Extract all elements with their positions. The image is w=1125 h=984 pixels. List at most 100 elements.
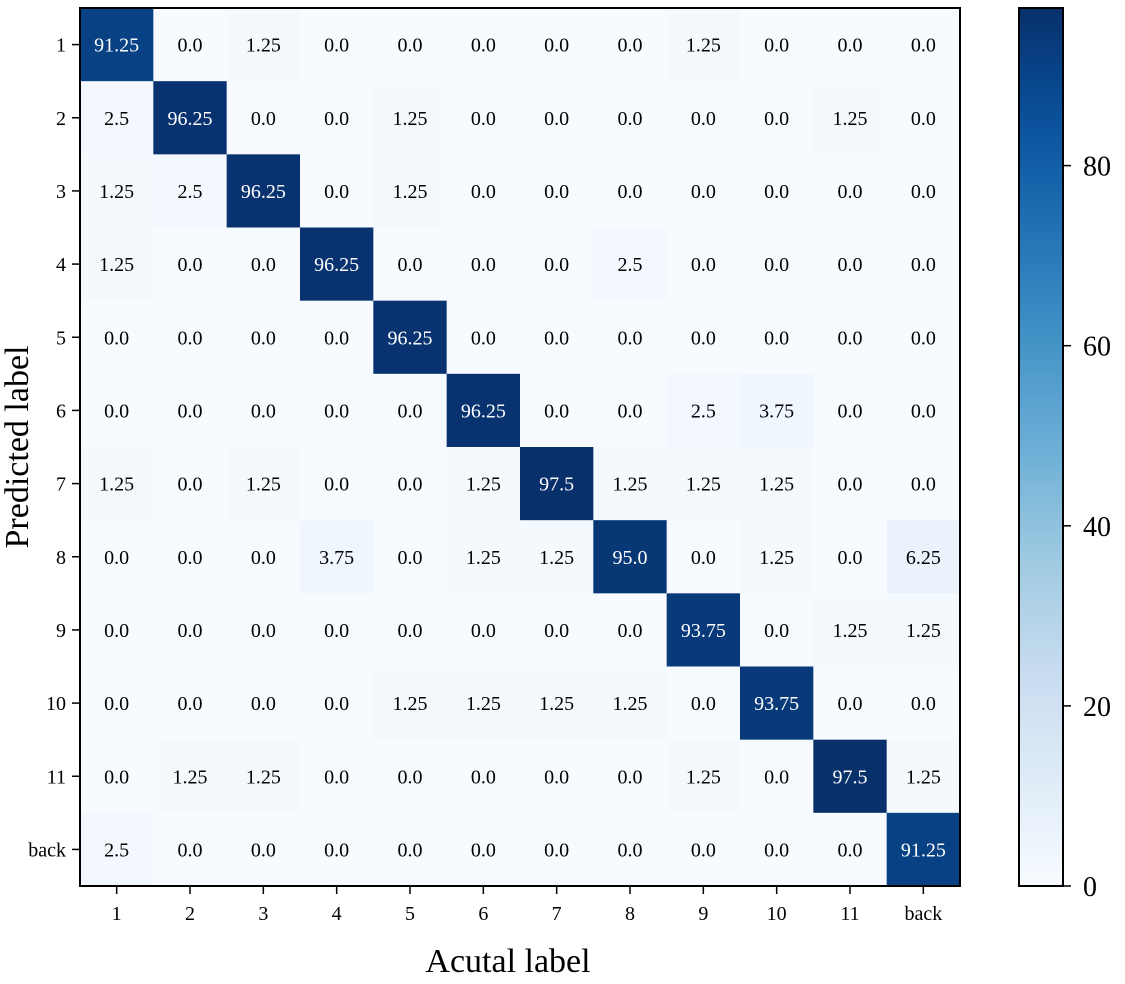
heatmap-cell (740, 154, 814, 229)
cell-value-label: 0.0 (911, 181, 936, 203)
heatmap-cell (80, 8, 154, 82)
heatmap-cell (666, 300, 741, 375)
cell-value-label: 0.0 (764, 254, 789, 276)
heatmap-cell (80, 227, 154, 302)
heatmap-cell (520, 227, 594, 302)
y-tick-label: 11 (47, 766, 66, 788)
cell-value-label: 0.0 (544, 766, 569, 788)
cell-value-label: 96.25 (314, 254, 359, 276)
heatmap-cell (740, 666, 814, 741)
y-tick-label: 7 (56, 474, 66, 496)
cell-value-label: 0.0 (324, 766, 349, 788)
heatmap-cell (666, 812, 741, 887)
heatmap-cell (373, 593, 448, 668)
cell-value-label: 0.0 (838, 327, 863, 349)
cell-value-label: 0.0 (911, 254, 936, 276)
cell-value-label: 0.0 (838, 693, 863, 715)
cell-value-label: 0.0 (324, 620, 349, 642)
heatmap-cell (373, 520, 448, 594)
cell-value-label: 0.0 (618, 108, 643, 130)
x-tick-label: 4 (332, 903, 342, 925)
heatmap-cell (373, 666, 448, 741)
cell-value-label: 0.0 (324, 400, 349, 422)
heatmap-cell (886, 8, 961, 82)
heatmap-cell (886, 227, 961, 302)
heatmap-cell (520, 666, 594, 741)
cell-value-label: 91.25 (901, 839, 946, 861)
cell-value-label: 0.0 (544, 400, 569, 422)
cell-value-label: 0.0 (398, 400, 423, 422)
cell-value-label: 1.25 (246, 35, 281, 57)
heatmap-cell (520, 154, 594, 229)
heatmap-cell (80, 739, 154, 814)
cell-value-label: 1.25 (759, 474, 794, 496)
heatmap-cell (226, 81, 301, 155)
cell-value-label: 0.0 (398, 766, 423, 788)
cell-value-label: 0.0 (838, 181, 863, 203)
heatmap-cell (153, 447, 228, 521)
heatmap-cell (226, 666, 301, 741)
heatmap-cell (80, 447, 154, 521)
heatmap-cell (593, 666, 668, 741)
heatmap-cell (593, 300, 668, 375)
heatmap-cell (520, 593, 594, 668)
heatmap-cell (373, 739, 448, 814)
y-tick-label: 6 (56, 400, 66, 422)
heatmap-cell (740, 812, 814, 887)
cell-value-label: 0.0 (544, 620, 569, 642)
heatmap-cell (520, 812, 594, 887)
x-tick-label: 5 (405, 903, 415, 925)
cell-value-label: 0.0 (471, 766, 496, 788)
cell-value-label: 0.0 (911, 693, 936, 715)
x-tick-label: 1 (112, 903, 122, 925)
cell-value-label: 0.0 (178, 547, 203, 569)
cell-value-label: 2.5 (104, 108, 129, 130)
heatmap-cell (153, 373, 228, 448)
cell-value-label: 0.0 (691, 108, 716, 130)
heatmap-cell (740, 8, 814, 82)
heatmap-cell (740, 447, 814, 521)
cell-value-label: 1.25 (759, 547, 794, 569)
heatmap-cell (593, 81, 668, 155)
cell-value-label: 0.0 (324, 693, 349, 715)
cell-value-label: 0.0 (251, 254, 276, 276)
heatmap-cell (300, 300, 374, 375)
cell-value-label: 1.25 (246, 766, 281, 788)
cell-value-label: 2.5 (618, 254, 643, 276)
cell-value-label: 0.0 (471, 181, 496, 203)
heatmap-cell (520, 520, 594, 594)
x-tick-label: 7 (552, 903, 562, 925)
cell-value-label: 0.0 (911, 327, 936, 349)
heatmap-cell (373, 300, 448, 375)
cell-value-label: 0.0 (618, 181, 643, 203)
cell-value-label: 0.0 (324, 35, 349, 57)
heatmap-cell (226, 300, 301, 375)
heatmap-cell (520, 81, 594, 155)
colorbar-tick-label: 60 (1083, 332, 1111, 363)
heatmap-cell (593, 520, 668, 594)
heatmap-cell (80, 300, 154, 375)
heatmap-cell (300, 520, 374, 594)
cell-value-label: 1.25 (466, 693, 501, 715)
colorbar (1018, 7, 1064, 887)
cell-value-label: 96.25 (388, 327, 433, 349)
cell-value-label: 3.75 (319, 547, 354, 569)
cell-value-label: 96.25 (168, 108, 213, 130)
heatmap-cell (300, 593, 374, 668)
cell-value-label: 1.25 (393, 181, 428, 203)
heatmap-cell (886, 593, 961, 668)
heatmap-cell (666, 520, 741, 594)
cell-value-label: 0.0 (104, 327, 129, 349)
cell-value-label: 0.0 (618, 400, 643, 422)
heatmap-cell (153, 666, 228, 741)
heatmap-cell (446, 739, 521, 814)
cell-value-label: 1.25 (686, 766, 721, 788)
heatmap-cell (446, 8, 521, 82)
heatmap-cell (80, 373, 154, 448)
cell-value-label: 0.0 (471, 620, 496, 642)
cell-value-label: 0.0 (764, 839, 789, 861)
heatmap-cell (593, 447, 668, 521)
cell-value-label: 0.0 (398, 839, 423, 861)
cell-value-label: 0.0 (544, 35, 569, 57)
heatmap-cell (300, 81, 374, 155)
